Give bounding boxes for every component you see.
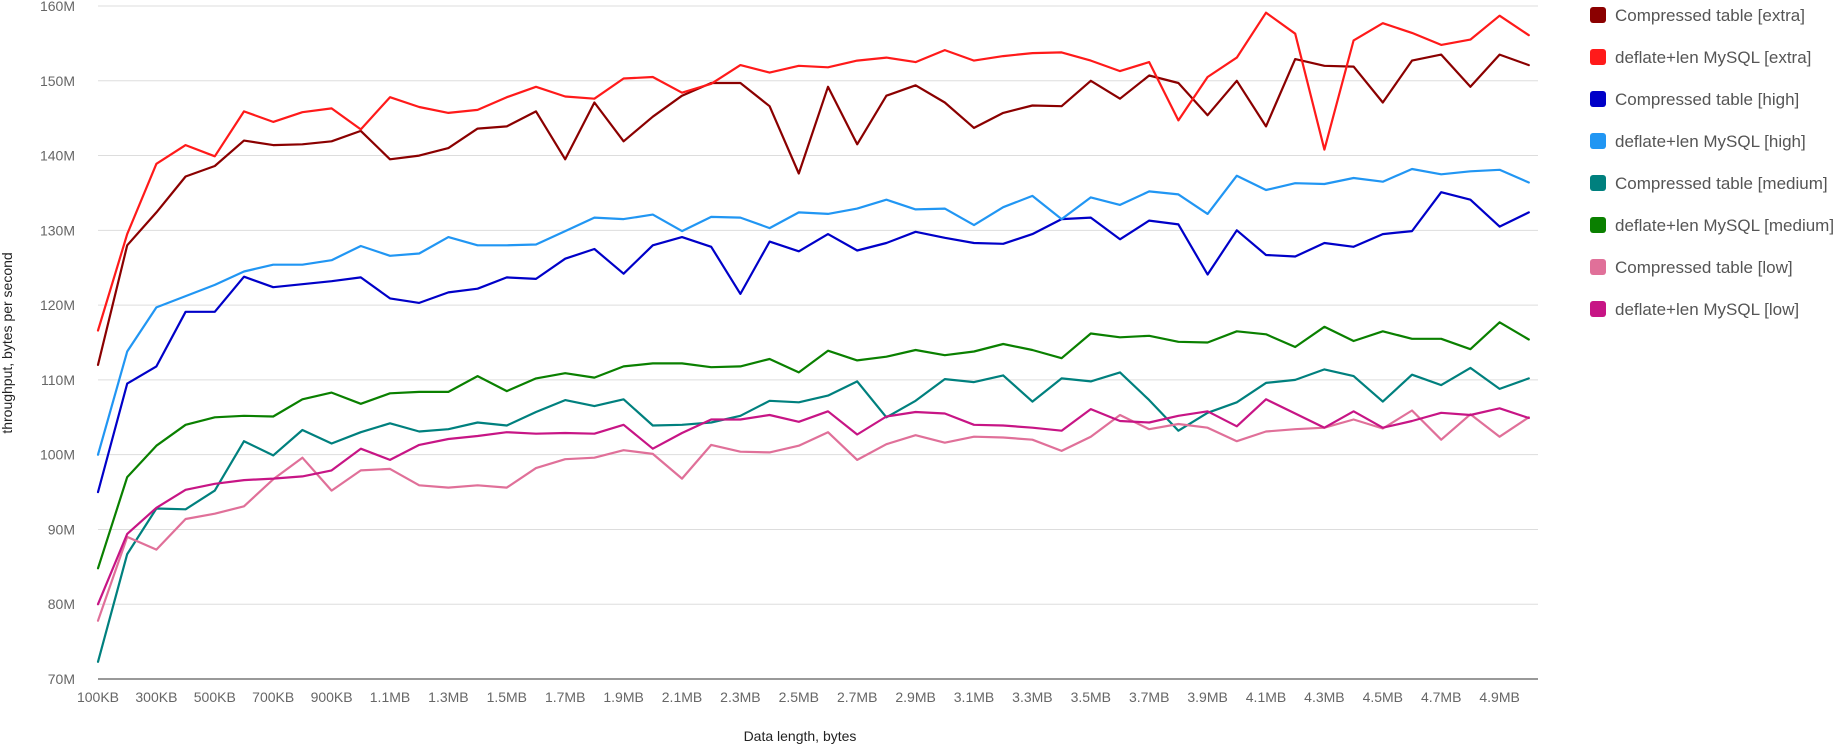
series-line-7 bbox=[98, 411, 1529, 621]
legend-item[interactable]: Compressed table [extra] bbox=[1590, 6, 1805, 25]
legend-swatch bbox=[1590, 133, 1606, 149]
x-tick-label: 900KB bbox=[311, 689, 353, 705]
x-axis-ticks: 100KB 300KB 500KB 700KB 900KB 1.1MB 1.3MB 1.5MB… bbox=[77, 689, 1520, 705]
x-tick-label: 4.9MB bbox=[1479, 689, 1519, 705]
legend-item[interactable]: deflate+len MySQL [low] bbox=[1590, 300, 1799, 319]
series-line-1 bbox=[98, 55, 1529, 365]
x-tick-label: 100KB bbox=[77, 689, 119, 705]
legend-swatch bbox=[1590, 7, 1606, 23]
x-tick-label: 3.1MB bbox=[954, 689, 994, 705]
x-tick-label: 500KB bbox=[194, 689, 236, 705]
x-tick-label: 4.1MB bbox=[1246, 689, 1286, 705]
y-tick-label: 150M bbox=[40, 73, 75, 89]
legend-item[interactable]: deflate+len MySQL [medium] bbox=[1590, 216, 1834, 235]
y-axis-title: throughput, bytes per second bbox=[0, 252, 15, 433]
legend-label: Compressed table [medium] bbox=[1615, 174, 1828, 193]
legend-label: deflate+len MySQL [extra] bbox=[1615, 48, 1811, 67]
legend-label: deflate+len MySQL [medium] bbox=[1615, 216, 1834, 235]
series-line-3 bbox=[98, 192, 1529, 492]
x-tick-label: 4.5MB bbox=[1363, 689, 1403, 705]
legend-label: Compressed table [high] bbox=[1615, 90, 1799, 109]
legend-item[interactable]: Compressed table [medium] bbox=[1590, 174, 1828, 193]
legend[interactable]: Compressed table [extra] deflate+len MySQ… bbox=[1590, 6, 1834, 319]
y-tick-label: 140M bbox=[40, 148, 75, 164]
x-tick-label: 3.5MB bbox=[1071, 689, 1111, 705]
x-tick-label: 2.5MB bbox=[779, 689, 819, 705]
legend-swatch bbox=[1590, 259, 1606, 275]
legend-swatch bbox=[1590, 49, 1606, 65]
x-tick-label: 2.1MB bbox=[662, 689, 702, 705]
legend-swatch bbox=[1590, 91, 1606, 107]
x-tick-label: 2.7MB bbox=[837, 689, 877, 705]
x-tick-label: 4.7MB bbox=[1421, 689, 1461, 705]
legend-swatch bbox=[1590, 301, 1606, 317]
x-tick-label: 1.9MB bbox=[603, 689, 643, 705]
x-tick-label: 1.1MB bbox=[370, 689, 410, 705]
x-tick-label: 3.7MB bbox=[1129, 689, 1169, 705]
x-tick-label: 3.9MB bbox=[1187, 689, 1227, 705]
legend-swatch bbox=[1590, 175, 1606, 191]
x-tick-label: 2.3MB bbox=[720, 689, 760, 705]
x-tick-label: 300KB bbox=[135, 689, 177, 705]
x-tick-label: 4.3MB bbox=[1304, 689, 1344, 705]
legend-item[interactable]: Compressed table [high] bbox=[1590, 90, 1799, 109]
legend-item[interactable]: deflate+len MySQL [high] bbox=[1590, 132, 1806, 151]
x-axis-title: Data length, bytes bbox=[744, 728, 857, 744]
legend-label: Compressed table [low] bbox=[1615, 258, 1793, 277]
y-tick-label: 130M bbox=[40, 222, 75, 238]
series-line-6 bbox=[98, 322, 1529, 568]
gridlines bbox=[98, 6, 1538, 604]
x-tick-label: 700KB bbox=[252, 689, 294, 705]
legend-item[interactable]: deflate+len MySQL [extra] bbox=[1590, 48, 1811, 67]
y-tick-label: 90M bbox=[48, 521, 75, 537]
y-axis-ticks: 70M 80M 90M 100M 110M 120M 130M 140M 150M 160M bbox=[40, 0, 75, 687]
y-tick-label: 160M bbox=[40, 0, 75, 14]
y-tick-label: 110M bbox=[41, 372, 75, 388]
x-tick-label: 1.7MB bbox=[545, 689, 585, 705]
legend-swatch bbox=[1590, 217, 1606, 233]
series-lines bbox=[98, 13, 1529, 662]
legend-label: Compressed table [extra] bbox=[1615, 6, 1805, 25]
x-tick-label: 1.3MB bbox=[428, 689, 468, 705]
series-line-8 bbox=[98, 399, 1529, 604]
legend-label: deflate+len MySQL [high] bbox=[1615, 132, 1806, 151]
legend-item[interactable]: Compressed table [low] bbox=[1590, 258, 1793, 277]
x-tick-label: 1.5MB bbox=[487, 689, 527, 705]
series-line-4 bbox=[98, 169, 1529, 455]
legend-label: deflate+len MySQL [low] bbox=[1615, 300, 1799, 319]
y-tick-label: 100M bbox=[40, 447, 75, 463]
y-tick-label: 70M bbox=[48, 671, 75, 687]
x-tick-label: 2.9MB bbox=[895, 689, 935, 705]
y-tick-label: 120M bbox=[40, 297, 75, 313]
series-line-5 bbox=[98, 368, 1529, 662]
x-tick-label: 3.3MB bbox=[1012, 689, 1052, 705]
y-tick-label: 80M bbox=[48, 596, 75, 612]
